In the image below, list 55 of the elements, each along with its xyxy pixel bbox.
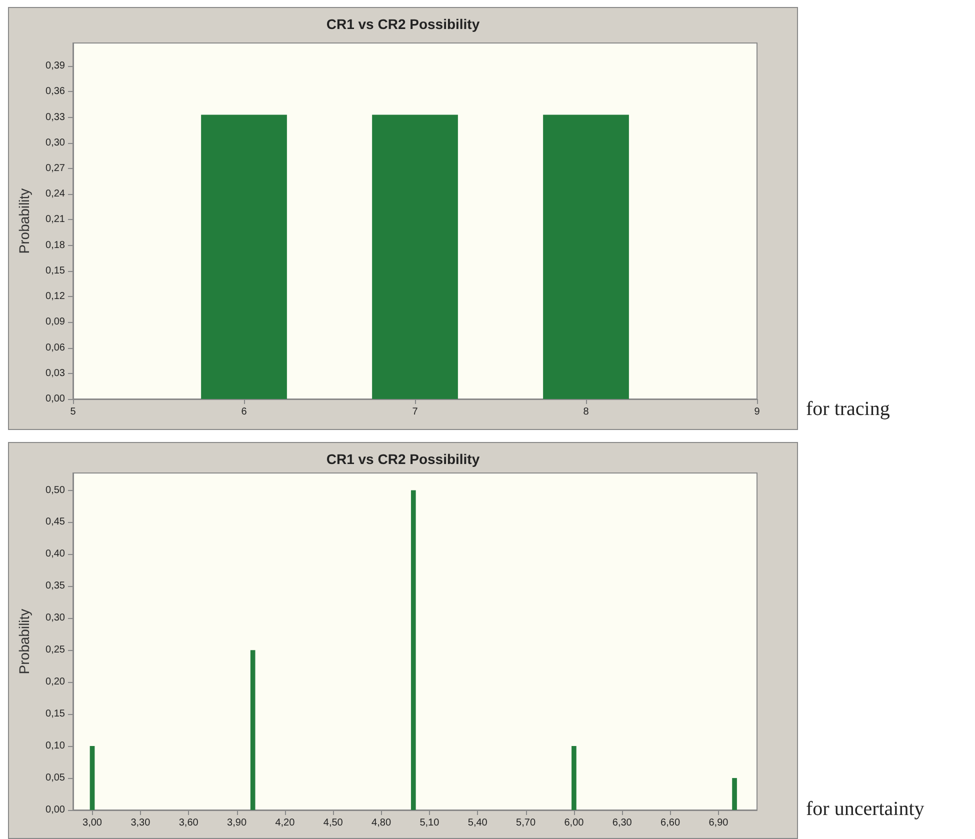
x-tick-label: 3,60 — [178, 818, 199, 828]
bar — [732, 778, 737, 810]
x-tick-label: 4,50 — [323, 818, 344, 828]
x-tick-label: 5,70 — [516, 818, 536, 828]
y-tick-label: 0,18 — [46, 240, 66, 251]
y-tick-label: 0,30 — [46, 137, 66, 148]
y-tick-label: 0,30 — [46, 612, 66, 624]
y-tick-label: 0,35 — [46, 580, 66, 592]
y-tick-label: 0,45 — [46, 516, 66, 528]
y-tick-label: 0,50 — [46, 484, 66, 496]
y-tick-label: 0,09 — [46, 316, 66, 328]
y-tick-label: 0,00 — [46, 804, 66, 816]
y-tick-label: 0,24 — [46, 188, 66, 200]
y-tick-label: 0,39 — [46, 60, 66, 72]
bar — [572, 746, 576, 810]
x-tick-label: 6,00 — [564, 818, 584, 828]
y-axis-title: Probability — [16, 188, 32, 254]
bar — [410, 490, 416, 810]
x-tick-label: 3,30 — [130, 818, 151, 828]
x-tick-label: 3,90 — [227, 818, 247, 828]
y-tick-label: 0,27 — [46, 162, 66, 174]
x-tick-label: 6,60 — [660, 818, 680, 828]
y-tick-label: 0,00 — [46, 394, 66, 404]
text: for tracing — [806, 398, 890, 421]
x-tick-label: 5 — [70, 406, 76, 418]
chart-title: CR1 vs CR2 Possibility — [326, 16, 480, 32]
x-tick-label: 8 — [583, 406, 590, 418]
x-tick-label: 4,80 — [372, 818, 392, 828]
y-tick-label: 0,15 — [46, 265, 66, 276]
y-tick-label: 0,40 — [46, 548, 66, 560]
x-tick-label: 5,40 — [468, 818, 488, 828]
y-tick-label: 0,33 — [46, 112, 66, 123]
y-tick-label: 0,12 — [46, 291, 66, 302]
x-tick-label: 6,90 — [708, 818, 729, 828]
y-tick-label: 0,20 — [46, 676, 66, 688]
y-tick-label: 0,06 — [46, 342, 66, 354]
y-tick-label: 0,15 — [46, 708, 66, 720]
x-tick-label: 5,10 — [420, 818, 440, 828]
y-tick-label: 0,25 — [46, 644, 66, 656]
x-tick-label: 6,30 — [612, 818, 632, 828]
x-tick-label: 6 — [241, 406, 248, 418]
y-tick-label: 0,36 — [46, 86, 66, 98]
bar — [90, 746, 95, 810]
x-tick-label: 9 — [754, 406, 760, 418]
bar — [250, 650, 256, 810]
y-tick-label: 0,10 — [46, 740, 66, 752]
y-tick-label: 0,03 — [46, 368, 66, 379]
x-tick-label: 4,20 — [275, 818, 296, 828]
y-axis-title: Probability — [16, 608, 32, 674]
x-tick-label: 3,00 — [82, 818, 102, 828]
x-tick-label: 7 — [412, 406, 418, 418]
chart-title: CR1 vs CR2 Possibility — [326, 451, 480, 467]
y-tick-label: 0,05 — [46, 772, 66, 784]
y-tick-label: 0,21 — [46, 214, 66, 226]
text: for uncertainty — [806, 798, 924, 821]
